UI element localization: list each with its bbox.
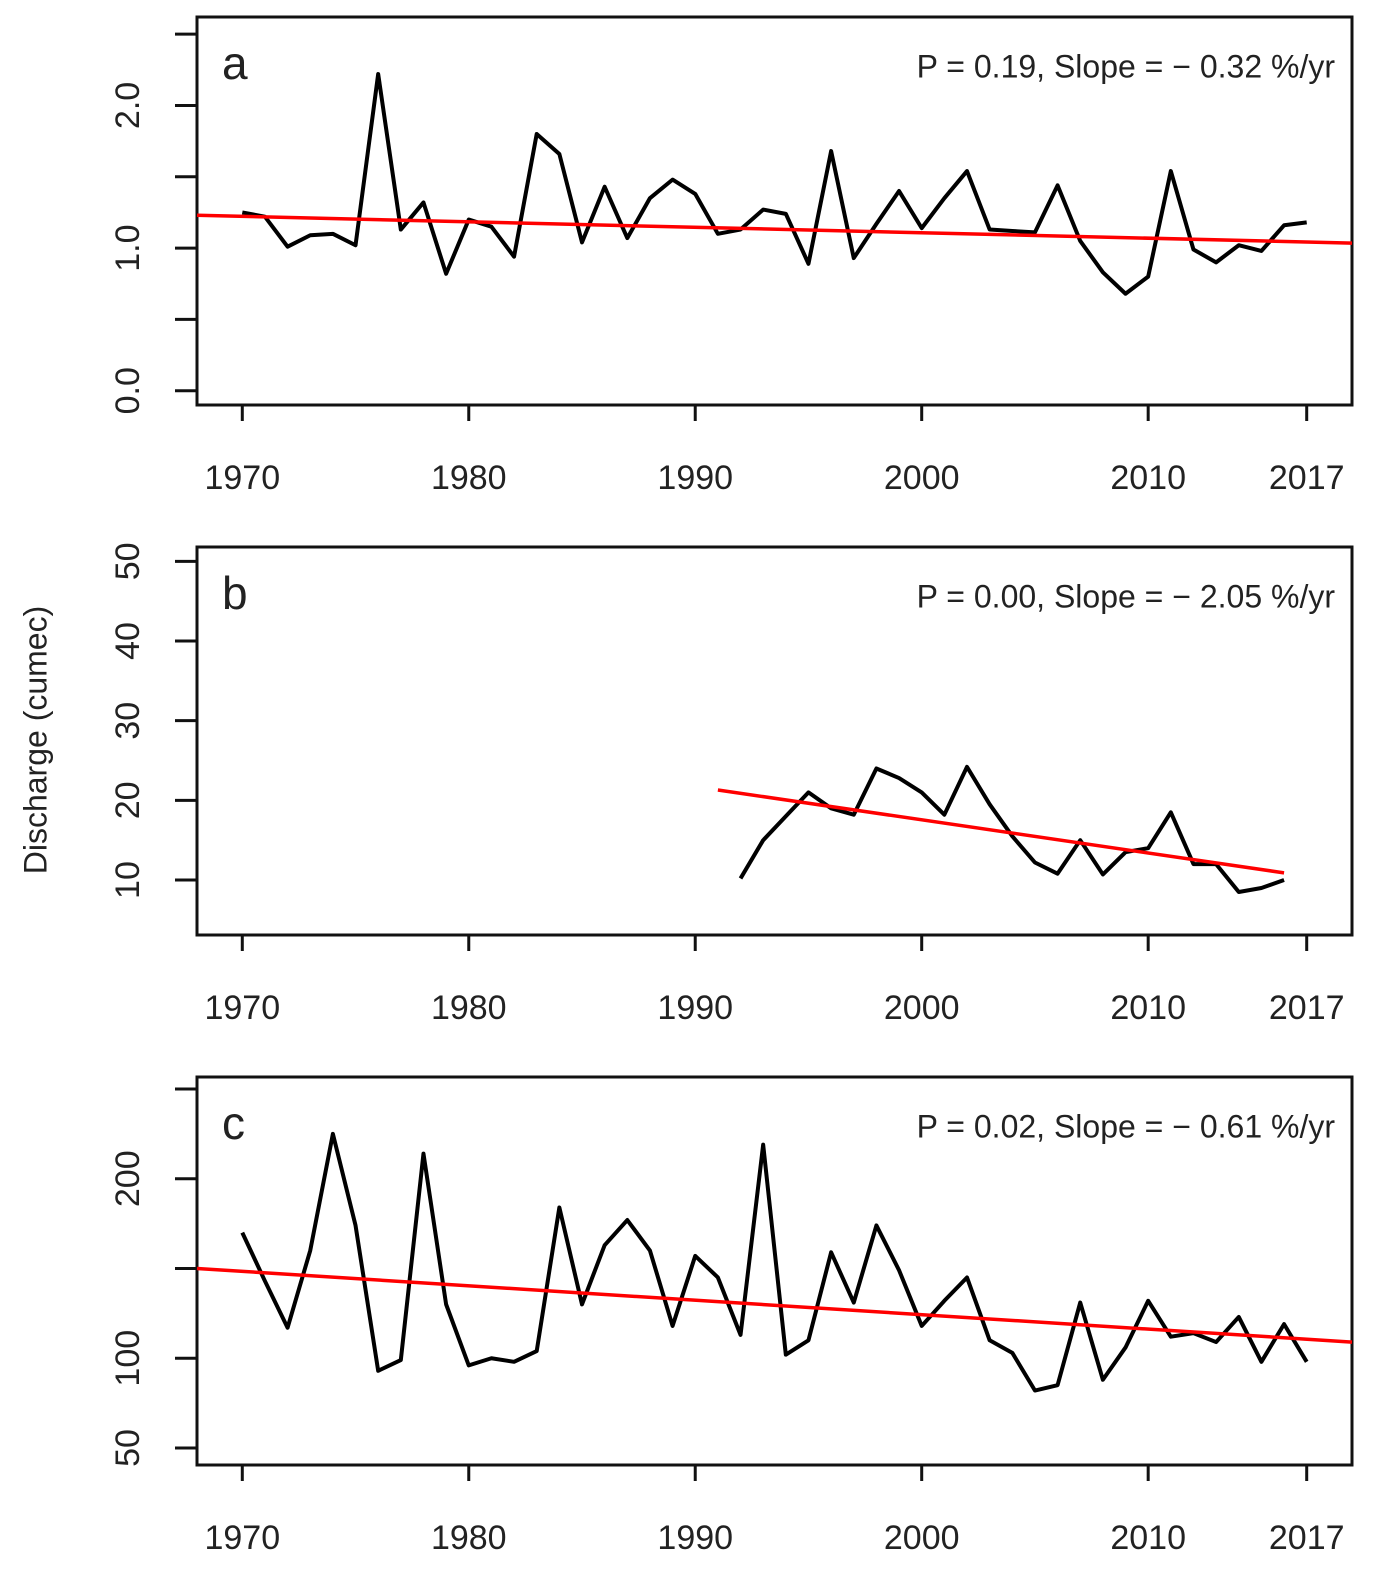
- x-tick-label: 1980: [431, 1519, 507, 1557]
- y-tick-label: 20: [109, 781, 147, 819]
- x-tick-label: 2017: [1269, 1519, 1345, 1557]
- y-tick-label: 50: [109, 542, 147, 580]
- data-line: [738, 764, 1285, 894]
- panel-label: a: [222, 37, 248, 89]
- panel-label: c: [222, 1097, 245, 1149]
- y-tick-label: 100: [109, 1330, 147, 1387]
- x-tick-label: 2017: [1269, 459, 1345, 497]
- trend-line: [196, 213, 1353, 245]
- data-line: [240, 1131, 1309, 1393]
- x-tick-label: 1990: [657, 459, 733, 497]
- x-tick-label: 1970: [204, 989, 280, 1027]
- x-tick-label: 2000: [884, 989, 960, 1027]
- plot-frame: [195, 1075, 1354, 1467]
- x-tick-label: 1980: [431, 459, 507, 497]
- plot-frame: [195, 15, 1354, 407]
- x-tick-label: 2010: [1110, 989, 1186, 1027]
- data-line: [241, 72, 1307, 296]
- x-tick-label: 1970: [204, 1519, 280, 1557]
- annotation: P = 0.19, Slope = − 0.32 %/yr: [917, 48, 1336, 84]
- x-tick-label: 2017: [1269, 989, 1345, 1027]
- trend-line: [717, 788, 1285, 875]
- x-tick-label: 2000: [884, 1519, 960, 1557]
- annotation: P = 0.02, Slope = − 0.61 %/yr: [917, 1108, 1336, 1144]
- y-tick-label: 1.0: [109, 224, 147, 271]
- annotation: P = 0.00, Slope = − 2.05 %/yr: [917, 578, 1336, 614]
- y-tick-label: 40: [109, 622, 147, 660]
- x-tick-label: 1990: [657, 989, 733, 1027]
- y-tick-label: 30: [109, 702, 147, 740]
- y-axis-title: Discharge (cumec): [17, 606, 53, 875]
- x-tick-label: 1980: [431, 989, 507, 1027]
- y-tick-label: 10: [109, 861, 147, 899]
- x-tick-label: 1990: [657, 1519, 733, 1557]
- x-tick-label: 2000: [884, 459, 960, 497]
- y-tick-label: 50: [109, 1429, 147, 1467]
- panel-label: b: [222, 567, 248, 619]
- y-tick-label: 0.0: [109, 367, 147, 414]
- trend-line: [196, 1266, 1353, 1344]
- x-tick-label: 2010: [1110, 459, 1186, 497]
- y-tick-label: 2.0: [109, 82, 147, 129]
- x-tick-label: 1970: [204, 459, 280, 497]
- x-tick-label: 2010: [1110, 1519, 1186, 1557]
- plot-frame: [195, 545, 1354, 937]
- y-tick-label: 200: [109, 1150, 147, 1207]
